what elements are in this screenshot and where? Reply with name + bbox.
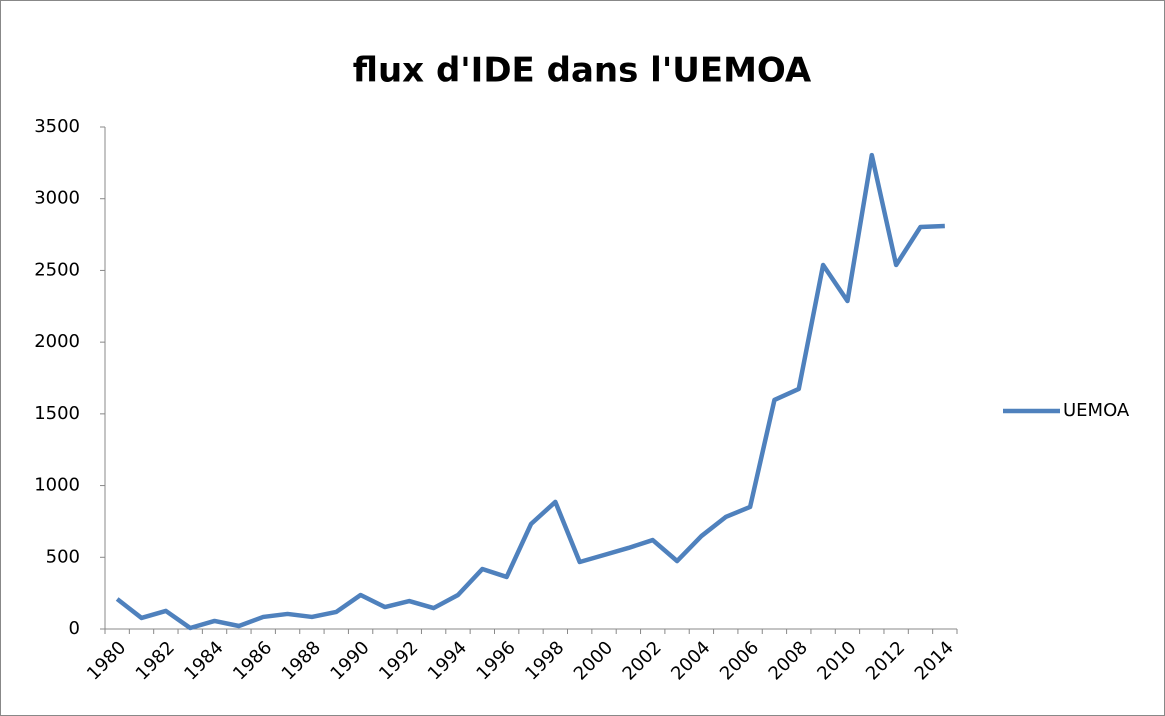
y-tick-label: 1000 bbox=[34, 475, 80, 496]
y-tick-label: 3500 bbox=[34, 116, 80, 137]
y-tick-label: 3000 bbox=[34, 188, 80, 209]
y-tick-label: 2500 bbox=[34, 259, 80, 280]
y-tick-label: 1500 bbox=[34, 403, 80, 424]
y-tick-label: 2000 bbox=[34, 331, 80, 352]
legend-label: UEMOA bbox=[1063, 400, 1130, 421]
y-tick-label: 0 bbox=[69, 618, 80, 639]
y-tick-label: 500 bbox=[46, 546, 80, 567]
chart-title: flux d'IDE dans l'UEMOA bbox=[353, 51, 812, 91]
series-line bbox=[115, 152, 945, 631]
